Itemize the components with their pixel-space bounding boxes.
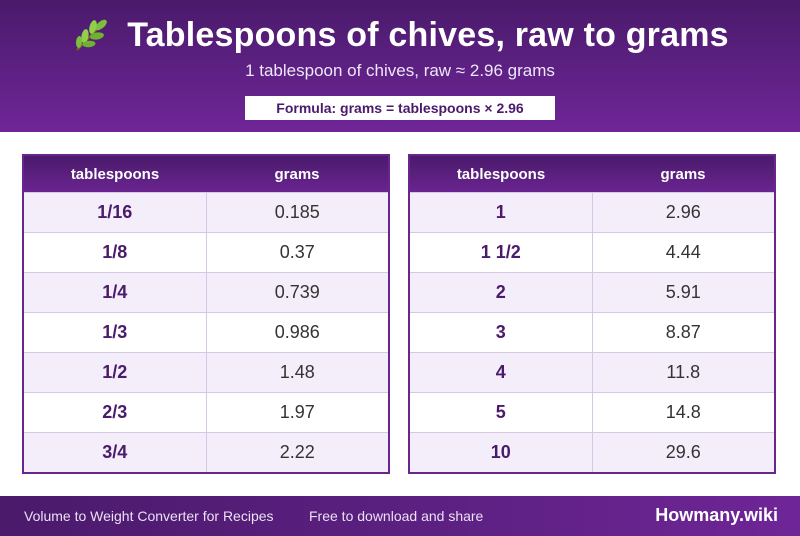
tablespoons-cell: 2/3 [24, 393, 207, 432]
tablespoons-cell: 4 [410, 353, 593, 392]
tablespoons-cell: 2 [410, 273, 593, 312]
table-row: 1/2 1.48 [24, 352, 388, 392]
table-row: 1/16 0.185 [24, 192, 388, 232]
table-row: 1 2.96 [410, 192, 774, 232]
column-header-grams: grams [660, 165, 706, 183]
grams-cell: 5.91 [665, 282, 701, 302]
tablespoons-cell: 10 [410, 433, 593, 472]
tablespoons-cell: 1 1/2 [410, 233, 593, 272]
column-header-grams: grams [274, 165, 320, 183]
table-row: 5 14.8 [410, 392, 774, 432]
grams-cell: 0.37 [279, 242, 315, 262]
tablespoons-cell: 1/2 [24, 353, 207, 392]
table-row: 3 8.87 [410, 312, 774, 352]
table-header: tablespoons grams [410, 156, 774, 192]
grams-cell: 29.6 [665, 442, 701, 462]
table-row: 4 11.8 [410, 352, 774, 392]
conversion-table-left: tablespoons grams 1/16 0.185 1/8 0.37 1/4 0… [22, 154, 390, 474]
grams-cell: 4.44 [665, 242, 701, 262]
column-header-tablespoons: tablespoons [70, 165, 160, 183]
footer-note: Free to download and share [309, 508, 484, 524]
grams-cell: 0.185 [274, 202, 320, 222]
table-body: 1 2.96 1 1/2 4.44 2 5.91 3 8.87 4 11.8 5 14.8 … [410, 192, 774, 472]
table-row: 10 29.6 [410, 432, 774, 472]
tablespoons-cell: 3 [410, 313, 593, 352]
table-row: 1/8 0.37 [24, 232, 388, 272]
grams-cell: 2.96 [665, 202, 701, 222]
tablespoons-cell: 1/4 [24, 273, 207, 312]
grams-cell: 1.97 [279, 402, 315, 422]
grams-cell: 1.48 [279, 362, 315, 382]
title-row: Tablespoons of chives, raw to grams [0, 14, 800, 56]
table-row: 1/3 0.986 [24, 312, 388, 352]
page-subtitle: 1 tablespoon of chives, raw ≈ 2.96 grams [245, 61, 555, 80]
formula-box: Formula: grams = tablespoons × 2.96 [245, 96, 555, 120]
grams-cell: 14.8 [665, 402, 701, 422]
table-row: 3/4 2.22 [24, 432, 388, 472]
table-row: 1/4 0.739 [24, 272, 388, 312]
tablespoons-cell: 5 [410, 393, 593, 432]
brand-link[interactable]: Howmany.wiki [655, 505, 778, 525]
table-row: 2/3 1.97 [24, 392, 388, 432]
herb-leaf-icon [76, 19, 108, 51]
table-row: 2 5.91 [410, 272, 774, 312]
grams-cell: 8.87 [665, 322, 701, 342]
tablespoons-cell: 1/8 [24, 233, 207, 272]
grams-cell: 11.8 [666, 362, 701, 382]
tablespoons-cell: 1/3 [24, 313, 207, 352]
column-header-tablespoons: tablespoons [456, 165, 546, 183]
grams-cell: 0.986 [274, 322, 320, 342]
header: Tablespoons of chives, raw to grams 1 ta… [0, 0, 800, 132]
footer: Volume to Weight Converter for Recipes F… [0, 496, 800, 536]
table-row: 1 1/2 4.44 [410, 232, 774, 272]
table-header: tablespoons grams [24, 156, 388, 192]
tablespoons-cell: 3/4 [24, 433, 207, 472]
grams-cell: 2.22 [279, 442, 315, 462]
table-body: 1/16 0.185 1/8 0.37 1/4 0.739 1/3 0.986 1/2 1… [24, 192, 388, 472]
tablespoons-cell: 1 [410, 193, 593, 232]
grams-cell: 0.739 [274, 282, 320, 302]
tablespoons-cell: 1/16 [24, 193, 207, 232]
footer-description: Volume to Weight Converter for Recipes [24, 508, 274, 524]
page-title: Tablespoons of chives, raw to grams [127, 15, 729, 54]
conversion-table-right: tablespoons grams 1 2.96 1 1/2 4.44 2 5.91 … [408, 154, 776, 474]
